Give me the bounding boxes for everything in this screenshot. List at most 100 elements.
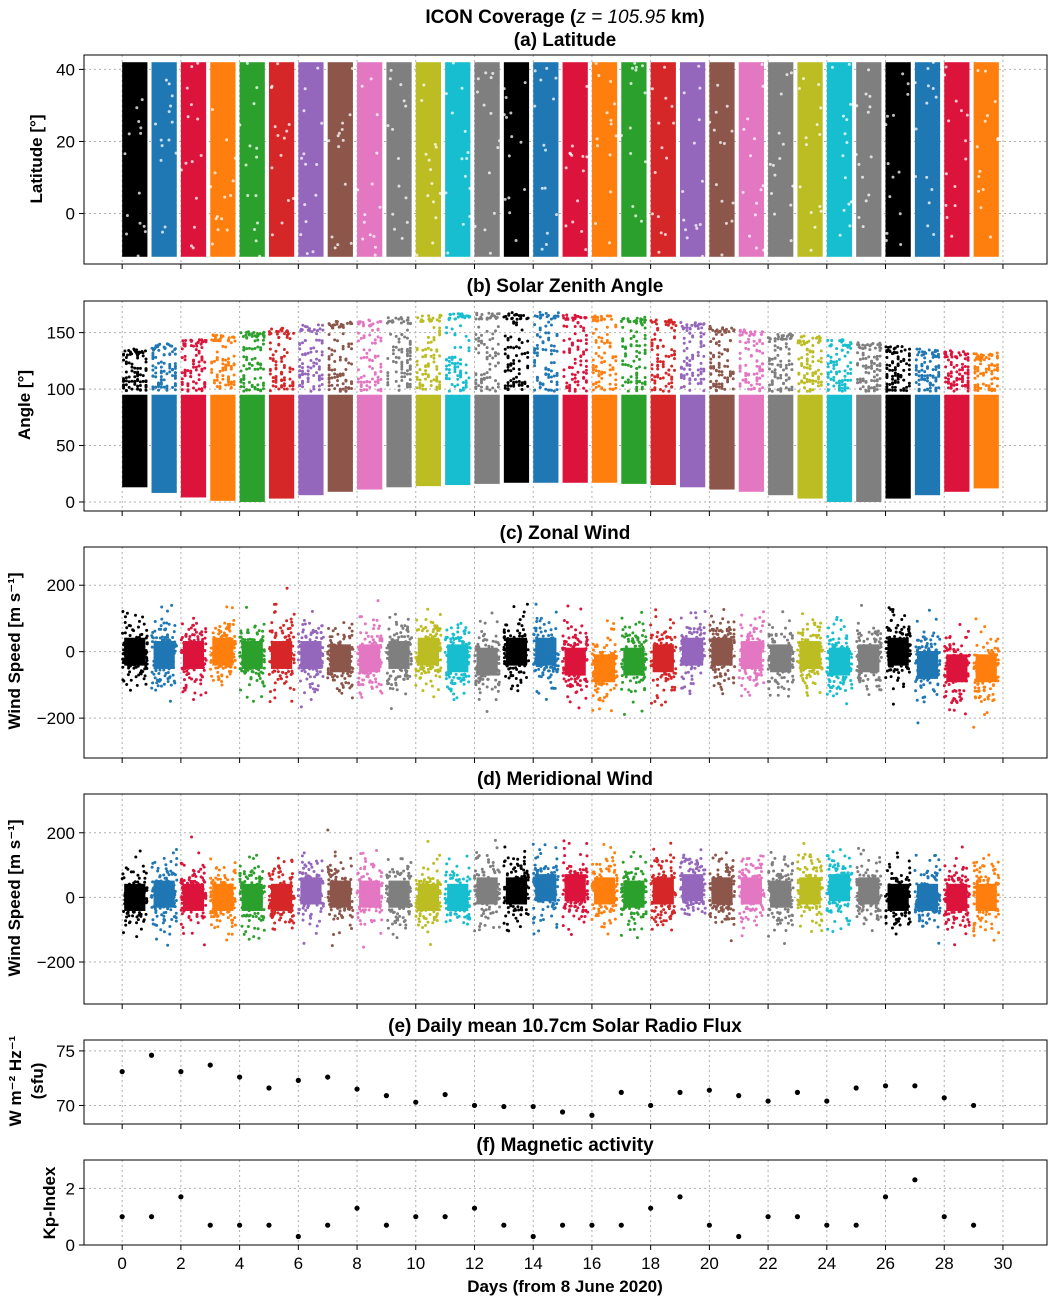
night-point — [268, 389, 272, 393]
night-point — [685, 372, 689, 376]
night-point — [872, 355, 876, 359]
night-point — [464, 381, 468, 385]
gap-point — [857, 162, 861, 166]
night-point — [672, 352, 676, 356]
night-point — [747, 387, 751, 391]
night-point — [226, 360, 230, 364]
night-point — [843, 374, 847, 378]
gap-point — [712, 128, 716, 132]
night-point — [808, 389, 812, 393]
wind-point — [279, 655, 283, 659]
night-point — [693, 378, 697, 382]
night-point — [747, 372, 751, 376]
wind-point — [335, 675, 339, 679]
night-point — [330, 376, 334, 380]
wind-point — [123, 615, 127, 619]
night-point — [306, 372, 310, 376]
night-point — [397, 384, 401, 388]
wind-point — [255, 679, 259, 683]
wind-point — [125, 682, 129, 686]
night-point — [755, 359, 759, 363]
night-point — [944, 380, 948, 384]
night-point — [682, 336, 686, 340]
wind-point — [477, 680, 481, 684]
wind-point — [182, 678, 186, 682]
wind-point — [126, 673, 130, 677]
night-point — [519, 316, 523, 320]
night-point — [345, 321, 349, 325]
night-point — [784, 342, 788, 346]
gap-point — [304, 162, 308, 166]
night-point — [133, 380, 137, 384]
night-point — [282, 348, 286, 352]
night-point — [159, 379, 163, 383]
gap-point — [400, 236, 404, 240]
night-point — [389, 332, 393, 336]
night-point — [714, 382, 718, 386]
night-point — [232, 335, 236, 339]
night-point — [708, 327, 712, 331]
gap-point — [196, 117, 200, 121]
gap-point — [597, 73, 601, 77]
night-point — [744, 380, 748, 384]
night-point — [603, 388, 607, 392]
wind-point — [444, 677, 448, 681]
wind-point — [244, 642, 248, 646]
wind-point — [155, 681, 159, 685]
wind-point — [167, 622, 171, 626]
wind-point — [232, 618, 236, 622]
night-point — [327, 368, 331, 372]
gap-point — [552, 97, 556, 101]
night-point — [685, 323, 689, 327]
wind-point — [497, 643, 501, 647]
day-band — [210, 394, 236, 501]
night-point — [445, 326, 449, 330]
night-point — [995, 351, 999, 355]
night-point — [784, 337, 788, 341]
night-point — [600, 387, 604, 391]
night-point — [885, 385, 889, 389]
night-point — [905, 389, 909, 393]
night-point — [963, 383, 967, 387]
night-point — [447, 389, 451, 393]
wind-point — [395, 632, 399, 636]
night-point — [731, 377, 735, 381]
gap-point — [252, 102, 256, 106]
wind-point — [250, 651, 254, 655]
night-point — [159, 382, 163, 386]
night-point — [963, 371, 967, 375]
wind-point — [360, 695, 364, 699]
night-point — [312, 364, 316, 368]
night-point — [197, 351, 201, 355]
night-point — [776, 337, 780, 341]
wind-point — [188, 634, 192, 638]
wind-point — [340, 691, 344, 695]
wind-point — [259, 670, 263, 674]
night-point — [976, 357, 980, 361]
gap-point — [989, 235, 993, 239]
night-point — [584, 389, 588, 393]
night-point — [253, 377, 257, 381]
wind-point — [362, 652, 366, 656]
night-point — [623, 352, 627, 356]
wind-point — [317, 626, 321, 630]
gap-point — [431, 241, 435, 245]
night-point — [256, 367, 260, 371]
wind-point — [356, 680, 360, 684]
wind-point — [387, 650, 391, 654]
night-point — [362, 323, 366, 327]
wind-point — [249, 640, 253, 644]
night-point — [761, 386, 765, 390]
night-point — [621, 344, 625, 348]
night-point — [584, 333, 588, 337]
night-point — [888, 368, 892, 372]
night-point — [467, 314, 471, 318]
gap-point — [137, 191, 141, 195]
night-point — [656, 326, 660, 330]
night-point — [341, 373, 345, 377]
night-point — [376, 335, 380, 339]
night-point — [835, 352, 839, 356]
night-point — [984, 367, 988, 371]
wind-point — [223, 646, 227, 650]
night-point — [784, 373, 788, 377]
